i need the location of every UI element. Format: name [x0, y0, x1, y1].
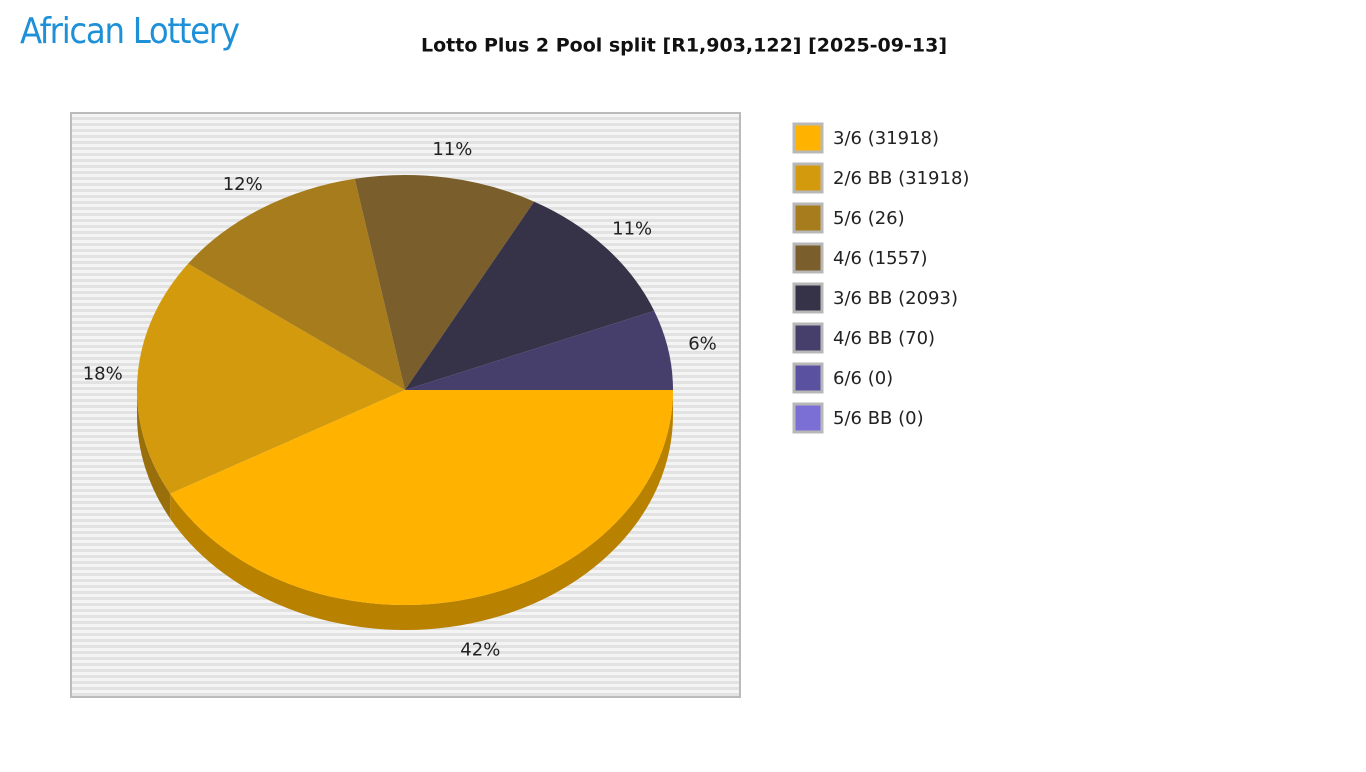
slice-label: 11% [432, 139, 472, 160]
slice [405, 310, 673, 390]
legend-label: 5/6 (26) [833, 208, 905, 229]
slice-label: 42% [460, 639, 500, 660]
slice [136, 263, 405, 494]
slice [188, 178, 405, 390]
chart-title: Lotto Plus 2 Pool split [R1,903,122] [20… [421, 35, 947, 57]
legend-swatch [792, 322, 824, 354]
slice-label: 6% [688, 333, 717, 354]
slice-side [137, 390, 171, 519]
pie: 42% 18% 12% 11% 11% 6% [83, 139, 717, 660]
legend: 3/6 (31918) 2/6 BB (31918) 5/6 (26) 4/6 (15… [792, 122, 969, 434]
slice [405, 201, 655, 390]
logo: African Lottery [20, 11, 240, 52]
legend-label: 4/6 BB (70) [833, 328, 935, 349]
slice-label: 11% [612, 218, 652, 239]
slice-label: 12% [223, 174, 263, 195]
legend-label: 3/6 BB (2093) [833, 288, 958, 309]
legend-swatch [792, 242, 824, 274]
legend-label: 5/6 BB (0) [833, 408, 924, 429]
slice [354, 175, 535, 390]
legend-label: 2/6 BB (31918) [833, 168, 969, 189]
legend-label: 6/6 (0) [833, 368, 893, 389]
legend-swatch [792, 122, 824, 154]
slice [170, 390, 673, 605]
slice-label: 18% [83, 364, 123, 385]
legend-label: 3/6 (31918) [833, 128, 939, 149]
legend-label: 4/6 (1557) [833, 248, 928, 269]
legend-swatch [792, 162, 824, 194]
legend-swatch [792, 202, 824, 234]
legend-swatch [792, 402, 824, 434]
legend-swatch [792, 362, 824, 394]
legend-swatch [792, 282, 824, 314]
